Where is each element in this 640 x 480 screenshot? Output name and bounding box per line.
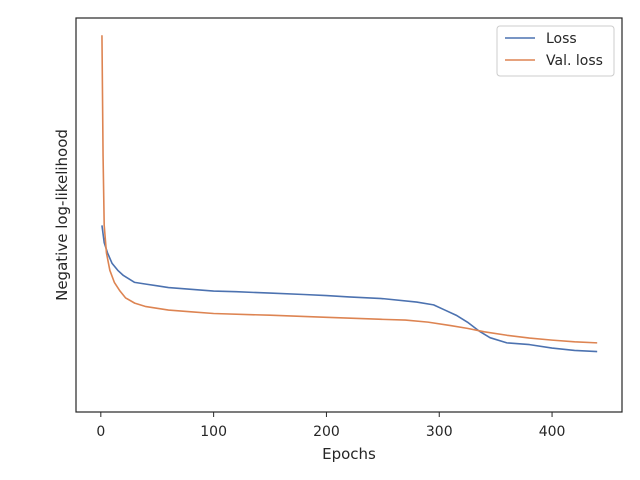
x-axis-label: Epochs	[322, 445, 376, 463]
x-tick-label: 100	[200, 424, 227, 440]
legend: Loss Val. loss	[496, 25, 615, 77]
x-tick-label: 0	[96, 424, 105, 440]
series-layer	[101, 35, 598, 353]
y-axis-label: Negative log-likelihood	[53, 129, 71, 301]
series-line-val-loss	[101, 35, 598, 344]
x-tick-label: 400	[539, 424, 566, 440]
x-tick-label: 200	[313, 424, 340, 440]
plot-frame	[75, 17, 623, 413]
legend-label-loss: Loss	[546, 31, 577, 47]
x-ticks: 0 100 200 300 400	[96, 412, 565, 440]
x-tick-label: 300	[426, 424, 453, 440]
series-line-loss	[101, 225, 598, 353]
legend-label-val-loss: Val. loss	[546, 53, 603, 69]
